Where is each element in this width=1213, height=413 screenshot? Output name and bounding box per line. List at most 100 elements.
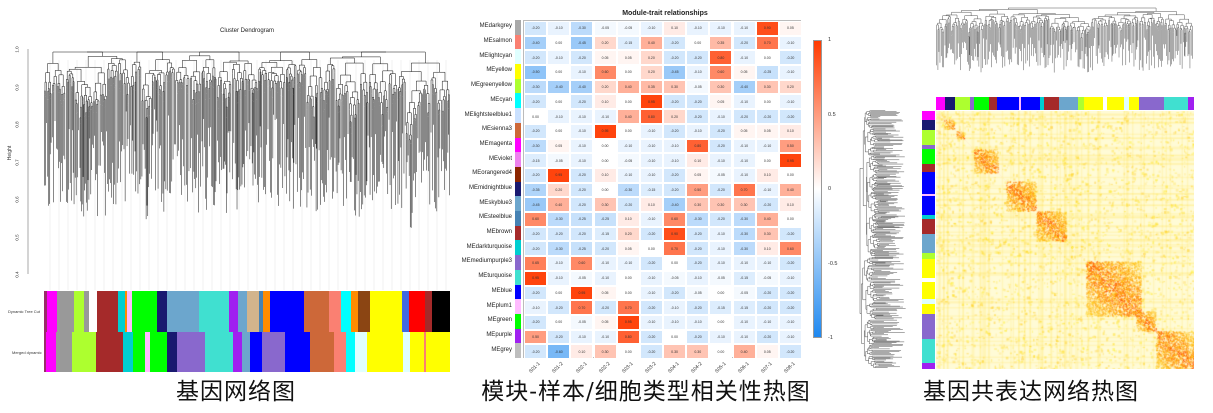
heatmap-cell: -0.20 — [663, 285, 687, 301]
heatmap-cell: -0.10 — [755, 314, 779, 330]
module-color-segment — [370, 291, 402, 332]
heatmap-cell: 0.10 — [778, 197, 802, 213]
heatmap-cell: -0.10 — [778, 35, 802, 51]
heatmap-cell: 0.20 — [639, 50, 663, 66]
heatmap-cell: 0.05 — [616, 241, 640, 257]
left-module-colorbar — [922, 111, 935, 369]
heatmap-cell: -0.10 — [732, 94, 756, 110]
module-color-segment — [922, 219, 935, 235]
module-color-segment — [1188, 97, 1194, 110]
heatmap-cell: -0.20 — [524, 50, 548, 66]
heatmap-cell: -0.10 — [778, 94, 802, 110]
module-color-segment — [157, 291, 168, 332]
module-label: MEblue — [491, 287, 512, 294]
module-label: MEsalmon — [483, 38, 512, 45]
module-color-segment — [402, 332, 410, 372]
module-color-segment — [333, 332, 346, 372]
module-color-segment — [261, 332, 286, 372]
heatmap-cell: -0.10 — [639, 285, 663, 301]
module-color-segment — [132, 291, 158, 332]
module-color-segment — [341, 291, 352, 332]
heatmap-cell: -0.25 — [570, 241, 594, 257]
module-label: MEgreenyellow — [470, 82, 512, 89]
heatmap-cell: -0.10 — [686, 314, 710, 330]
module-label: MEviolet — [488, 155, 512, 162]
module-color-segment — [1078, 97, 1084, 110]
heatmap-cell: -0.30 — [732, 212, 756, 227]
module-swatch — [515, 269, 521, 285]
module-label: MEcyan — [490, 96, 512, 103]
module-color-segment — [72, 332, 97, 372]
heatmap-cell: -0.25 — [570, 212, 594, 227]
module-label: MEplum1 — [486, 302, 512, 309]
module-label: MEorangered4 — [472, 170, 512, 177]
heatmap-cell: -0.10 — [732, 138, 756, 154]
heatmap-cell: -0.20 — [639, 300, 663, 315]
heatmap-cell: -0.20 — [686, 50, 710, 66]
module-label: MEsteelblue — [478, 214, 512, 221]
heatmap-cell: 0.00 — [593, 153, 617, 168]
heatmap-cell: 0.40 — [755, 212, 779, 227]
module-color-segment — [996, 97, 1020, 110]
module-trait-title: Module-trait relationships — [622, 10, 708, 17]
module-color-segment — [204, 332, 234, 372]
heatmap-cell: -0.10 — [663, 300, 687, 315]
heatmap-cell: -0.10 — [639, 270, 663, 286]
heatmap-cell: 0.30 — [755, 226, 779, 242]
heatmap-cell: 0.00 — [709, 285, 733, 301]
heatmap-cell: 0.95 — [570, 285, 594, 301]
heatmap-cell: -0.10 — [686, 123, 710, 139]
heatmap-cell: 0.30 — [593, 197, 617, 213]
module-color-segment — [1123, 97, 1130, 110]
module-color-segment — [922, 281, 935, 299]
heatmap-cell: -0.05 — [732, 285, 756, 301]
heatmap-cell: -0.20 — [524, 241, 548, 257]
heatmap-cell: 0.40 — [639, 35, 663, 51]
dendrogram-title: Cluster Dendrogram — [219, 28, 275, 34]
heatmap-cell: 0.50 — [778, 138, 802, 154]
caption-gene-network: 基因网络图 — [176, 379, 296, 405]
module-color-segment — [367, 332, 403, 372]
heatmap-cell: -0.60 — [547, 344, 571, 359]
heatmap-cell: -0.20 — [547, 329, 571, 345]
heatmap-cell: 0.00 — [616, 270, 640, 286]
module-label: MEgrey — [491, 346, 512, 353]
heatmap-cell: 0.95 — [524, 270, 548, 286]
heatmap-cell: 0.00 — [593, 182, 617, 198]
heatmap-cell: 0.70 — [570, 300, 594, 315]
heatmap-cell: 0.80 — [616, 329, 640, 345]
module-label: MElightcyan — [479, 52, 512, 59]
cluster-dendrogram — [27, 49, 450, 290]
heatmap-cell: -0.35 — [524, 182, 548, 198]
heatmap-cell: 0.00 — [616, 65, 640, 80]
heatmap-cell: -0.15 — [709, 300, 733, 315]
heatmap-cell: -0.05 — [547, 153, 571, 168]
heatmap-cell: -0.10 — [570, 138, 594, 154]
heatmap-cell: -0.10 — [709, 256, 733, 271]
module-color-segment — [1106, 97, 1124, 110]
caption-coexpression: 基因共表达网络热图 — [923, 379, 1139, 405]
module-color-segment — [1102, 97, 1107, 110]
module-label: MEmidnightblue — [468, 185, 512, 191]
heatmap-cell: -0.10 — [547, 256, 571, 271]
heatmap-cell: 0.00 — [616, 123, 640, 139]
heatmap-cell: -0.05 — [709, 270, 733, 286]
module-color-segment — [328, 291, 342, 332]
colorbar-tick-label: 1 — [828, 37, 832, 43]
module-color-segment — [922, 304, 935, 314]
heatmap-cell: 0.30 — [686, 197, 710, 213]
heatmap-cell: -0.10 — [616, 167, 640, 183]
module-swatch — [515, 34, 521, 50]
module-color-segment — [96, 291, 119, 332]
heatmap-cell: -0.10 — [547, 21, 571, 36]
module-color-segment — [945, 97, 955, 110]
heatmap-cell: 0.05 — [593, 285, 617, 301]
heatmap-cell: 0.40 — [547, 197, 571, 213]
heatmap-cell: -0.45 — [524, 197, 548, 213]
heatmap-cell: 0.70 — [732, 182, 756, 198]
module-color-segment — [432, 291, 450, 332]
heatmap-cell: 0.00 — [547, 35, 571, 51]
heatmap-cell: -0.20 — [547, 226, 571, 242]
heatmap-cell: 0.95 — [547, 167, 571, 183]
heatmap-cell: 0.20 — [547, 182, 571, 198]
